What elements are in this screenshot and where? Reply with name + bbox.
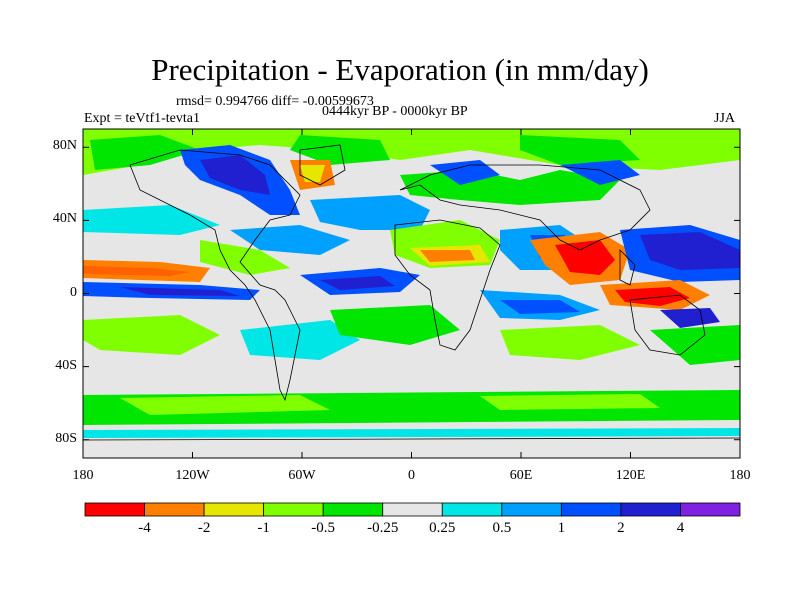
- colorbar: [84, 502, 741, 517]
- colorbar-swatch: [501, 502, 562, 517]
- lon-tick-label: 120E: [615, 468, 646, 483]
- indochina-coast: [619, 249, 636, 286]
- colorbar-swatch: [144, 502, 205, 517]
- greenland-patch: [290, 135, 390, 165]
- sh-pacific-green: [83, 315, 220, 355]
- arctic-pacific: [90, 135, 200, 170]
- scandinavia-wet: [430, 160, 500, 185]
- colorbar-label: 0.5: [492, 520, 512, 536]
- lat-tick-label: 80S: [55, 430, 77, 446]
- canada-core: [200, 155, 270, 195]
- colorbar-label: 4: [676, 520, 685, 536]
- sh-indian-green: [500, 325, 640, 360]
- southern-ocean-pacific: [120, 395, 330, 415]
- lat-tick-label: 0: [70, 284, 77, 300]
- coral-sea-wet: [660, 308, 720, 328]
- north-atlantic-wet: [310, 195, 430, 230]
- africa-coast: [394, 219, 501, 351]
- sh-atlantic-green: [330, 305, 460, 345]
- colorbar-label: 2: [617, 520, 625, 536]
- siberia-patch: [520, 135, 640, 165]
- colorbar-label: 1: [557, 520, 566, 536]
- field-layer: [83, 129, 740, 458]
- indian-ocean-core: [500, 300, 580, 314]
- americas-coast: [129, 149, 301, 402]
- colorbar-swatch: [263, 502, 324, 517]
- stats-label: rmsd= 0.994766 diff= -0.00599673: [176, 94, 374, 109]
- greenland-coast: [299, 144, 346, 186]
- lon-tick-label: 120W: [175, 468, 210, 483]
- colorbar-swatch: [84, 502, 145, 517]
- colorbar-label: -0.25: [367, 520, 399, 536]
- colorbar-label: -0.5: [311, 520, 336, 536]
- lon-tick-label: 60E: [509, 468, 533, 483]
- plot-title: Precipitation - Evaporation (in mm/day): [151, 52, 649, 87]
- colorbar-swatch: [322, 502, 384, 517]
- colorbar-label: -2: [197, 520, 211, 536]
- central-america-green: [200, 240, 290, 275]
- antarctic-coast-cyan: [83, 428, 740, 438]
- pacific-itcz-dry-core: [83, 266, 190, 276]
- nw-pacific-core: [640, 232, 740, 270]
- maritime-dry-core: [615, 287, 690, 306]
- pacific-equator-core: [120, 287, 240, 296]
- period-label: 0444kyr BP - 0000kyr BP: [322, 104, 468, 119]
- atlantic-equator-core: [320, 276, 395, 290]
- colorbar-label: 0.25: [429, 520, 456, 536]
- colorbar-swatch: [560, 502, 622, 517]
- subtropic-atlantic: [230, 225, 350, 255]
- sahel-orange: [420, 250, 475, 262]
- lon-tick-label: 180: [72, 468, 94, 483]
- lat-tick-label: 40S: [55, 357, 77, 373]
- australia-coast: [629, 294, 706, 356]
- southern-ocean-indian: [480, 394, 660, 410]
- colorbar-swatch: [680, 502, 741, 517]
- colorbar-swatch: [203, 502, 265, 517]
- se-asia-dry-core: [555, 240, 615, 275]
- colorbar-label: -4: [138, 520, 151, 536]
- lat-tick-label: 80N: [52, 138, 77, 154]
- lon-tick-label: 0: [408, 468, 415, 483]
- siberia-wet: [560, 160, 640, 185]
- eurasia-coast: [399, 164, 651, 251]
- colorbar-label: -1: [257, 520, 270, 536]
- lat-tick-label: 40N: [52, 211, 77, 227]
- sh-tasman-green: [650, 325, 740, 365]
- colorbar-swatch: [382, 502, 443, 517]
- lon-tick-label: 60W: [288, 468, 316, 483]
- coastlines: [82, 144, 741, 441]
- season-label: JJA: [714, 111, 736, 126]
- experiment-label: Expt = teVtf1-tevta1: [84, 111, 200, 126]
- axis-ticks: [82, 129, 741, 458]
- antarctica-coast: [82, 437, 741, 441]
- lon-tick-label: 180: [729, 468, 751, 483]
- colorbar-swatch: [620, 502, 681, 517]
- colorbar-swatch: [441, 502, 503, 517]
